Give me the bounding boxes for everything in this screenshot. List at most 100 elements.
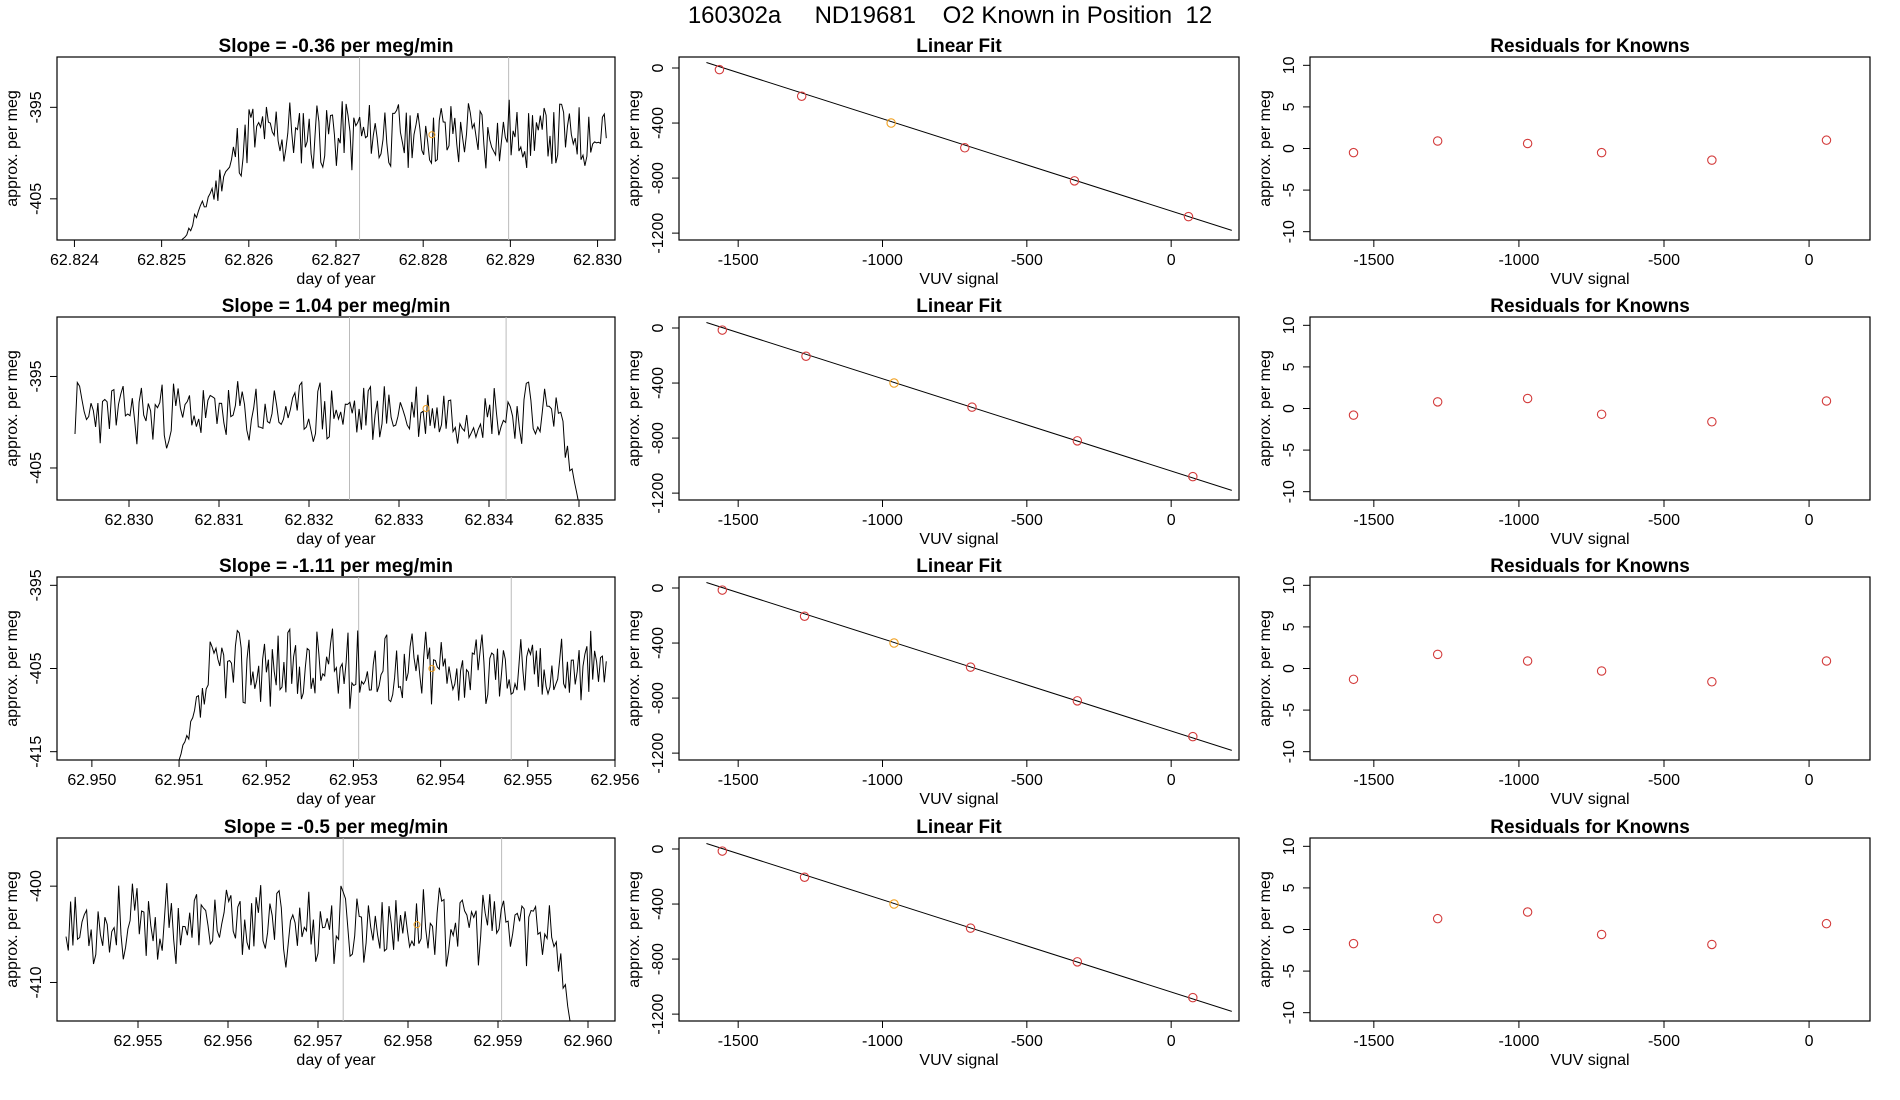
y-tick-label: -395 <box>28 360 45 392</box>
y-tick-label: -1200 <box>650 994 667 1035</box>
y-tick-label: -1200 <box>650 733 667 774</box>
plot-frame <box>56 837 616 1022</box>
panel-timeseries-row4 <box>50 837 616 1028</box>
data-point <box>1183 211 1194 222</box>
plot-data <box>180 57 607 240</box>
x-tick-label: -1500 <box>718 1033 759 1050</box>
plot-frame <box>1309 316 1871 501</box>
y-tick-label: -10 <box>1281 1001 1298 1024</box>
x-axis-label: day of year <box>296 1052 376 1069</box>
panel-residuals-row4 <box>1303 837 1871 1028</box>
plot-data <box>1348 907 1832 950</box>
data-point <box>965 923 976 933</box>
x-tick-label: 62.828 <box>399 252 448 269</box>
x-axis-label: VUV signal <box>1550 531 1629 548</box>
x-tick-label: -1500 <box>718 252 759 269</box>
y-tick-label: 0 <box>650 63 667 72</box>
y-tick-label: -405 <box>28 652 45 684</box>
data-point <box>1522 393 1533 404</box>
x-tick-label: 62.831 <box>195 512 244 529</box>
x-tick-label: 62.956 <box>204 1033 253 1050</box>
y-axis-label: approx. per meg <box>4 350 21 467</box>
x-axis-label: day of year <box>296 271 376 288</box>
data-point <box>1188 992 1198 1003</box>
series-line <box>74 380 579 500</box>
x-tick-label: 62.826 <box>224 252 273 269</box>
y-tick-label: -405 <box>28 452 45 484</box>
y-tick-label: 10 <box>1281 837 1298 855</box>
y-tick-label: -395 <box>28 569 45 601</box>
y-tick-label: -1200 <box>650 213 667 254</box>
y-tick-label: 5 <box>1281 883 1298 892</box>
panel-title: Linear Fit <box>916 556 1002 577</box>
panel-timeseries-row1 <box>50 56 616 247</box>
x-tick-label: -1500 <box>1353 512 1394 529</box>
fit-line <box>706 582 1232 751</box>
x-tick-label: -1500 <box>1353 772 1394 789</box>
x-axis-label: VUV signal <box>919 531 998 548</box>
y-axis-label: approx. per meg <box>1257 871 1274 988</box>
x-tick-label: -500 <box>1011 252 1043 269</box>
plot-frame <box>678 837 1240 1022</box>
y-axis-label: approx. per meg <box>626 610 643 727</box>
y-tick-label: 5 <box>1281 102 1298 111</box>
plot-data <box>706 582 1232 751</box>
y-axis-label: approx. per meg <box>1257 350 1274 467</box>
x-tick-label: -1500 <box>1353 1033 1394 1050</box>
y-tick-label: -10 <box>1281 220 1298 243</box>
page-title: 160302a ND19681 O2 Known in Position 12 <box>687 2 1213 29</box>
plot-frame <box>1309 576 1871 761</box>
x-tick-label: 62.955 <box>114 1033 163 1050</box>
y-axis-label: approx. per meg <box>1257 610 1274 727</box>
y-tick-label: -800 <box>650 943 667 975</box>
data-point <box>1596 409 1607 420</box>
plot-data <box>1348 393 1832 427</box>
y-axis-label: approx. per meg <box>1257 90 1274 207</box>
data-point <box>1596 147 1607 158</box>
y-tick-label: 0 <box>1281 144 1298 153</box>
panel-residuals-row2 <box>1303 316 1871 507</box>
x-tick-label: -500 <box>1011 512 1043 529</box>
data-point <box>1707 677 1717 687</box>
x-axis-label: VUV signal <box>1550 791 1629 808</box>
plot-data <box>706 843 1232 1012</box>
data-point <box>801 351 811 361</box>
x-axis-label: VUV signal <box>919 791 998 808</box>
panel-fit-row2 <box>672 316 1240 507</box>
x-tick-label: -500 <box>1011 772 1043 789</box>
data-point <box>1522 907 1533 917</box>
x-tick-label: 0 <box>1167 512 1176 529</box>
x-tick-label: 62.959 <box>474 1033 523 1050</box>
plot-frame <box>678 316 1240 501</box>
data-point <box>1348 410 1359 420</box>
data-point <box>1188 731 1198 742</box>
fit-line <box>706 843 1232 1012</box>
x-tick-label: 0 <box>1167 772 1176 789</box>
plot-data <box>178 577 607 760</box>
x-tick-label: 62.954 <box>416 772 465 789</box>
y-tick-label: 0 <box>650 844 667 853</box>
x-tick-label: 62.830 <box>105 512 154 529</box>
x-tick-label: -1500 <box>1353 252 1394 269</box>
data-point <box>717 846 728 856</box>
x-tick-label: 62.957 <box>294 1033 343 1050</box>
data-point <box>717 325 728 335</box>
data-point <box>965 662 976 672</box>
x-tick-label: -1000 <box>862 772 903 789</box>
data-point <box>1821 656 1832 666</box>
plot-data <box>74 317 579 500</box>
x-tick-label: 0 <box>1805 772 1814 789</box>
y-tick-label: -400 <box>650 888 667 920</box>
highlight-point <box>428 131 436 139</box>
plot-frame <box>1309 837 1871 1022</box>
highlight-point <box>413 921 421 929</box>
data-point <box>1596 666 1607 676</box>
x-tick-label: 62.950 <box>67 772 116 789</box>
y-axis-label: approx. per meg <box>4 90 21 207</box>
x-tick-label: 62.951 <box>155 772 204 789</box>
y-tick-label: -10 <box>1281 740 1298 763</box>
panel-fit-row3 <box>672 576 1240 767</box>
y-tick-label: -410 <box>28 966 45 998</box>
highlight-point <box>889 378 899 388</box>
data-point <box>1821 135 1832 145</box>
